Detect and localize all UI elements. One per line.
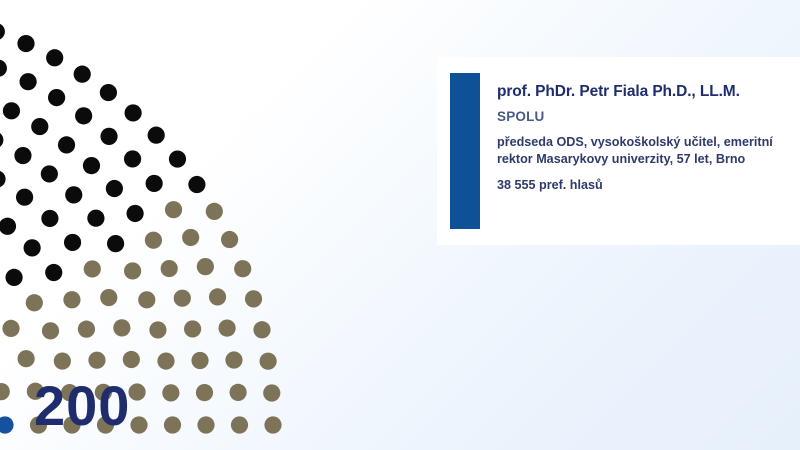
seat-dot[interactable]: [23, 239, 41, 257]
seat-dot[interactable]: [182, 228, 200, 247]
candidate-info-card[interactable]: prof. PhDr. Petr Fiala Ph.D., LL.M. SPOL…: [437, 57, 800, 245]
seat-dot[interactable]: [96, 416, 115, 434]
seat-dot[interactable]: [0, 59, 7, 77]
seat-dot[interactable]: [230, 416, 249, 434]
candidate-party-label: SPOLU: [497, 108, 545, 124]
seat-dot[interactable]: [94, 383, 112, 401]
seat-dot[interactable]: [253, 321, 271, 339]
candidate-description: předseda ODS, vysokoškolský učitel, emer…: [497, 134, 773, 166]
seat-dot[interactable]: [40, 165, 58, 183]
seat-dot[interactable]: [41, 209, 59, 228]
seat-dot[interactable]: [45, 263, 63, 282]
seat-dot[interactable]: [184, 320, 202, 338]
seat-dot[interactable]: [163, 416, 182, 434]
total-seats-number: 200: [34, 374, 131, 437]
seat-dot[interactable]: [41, 322, 60, 340]
seat-dot[interactable]: [147, 126, 165, 144]
seat-dot[interactable]: [263, 384, 281, 402]
seat-dot[interactable]: [234, 260, 252, 278]
seat-dot[interactable]: [0, 416, 14, 434]
seat-dot[interactable]: [264, 416, 282, 434]
seat-dot[interactable]: [188, 175, 206, 194]
seat-dot[interactable]: [0, 383, 10, 401]
seat-dot[interactable]: [124, 262, 142, 280]
seat-dot[interactable]: [46, 49, 64, 67]
seat-dot[interactable]: [63, 291, 81, 309]
seat-dot[interactable]: [26, 382, 44, 400]
seat-dot[interactable]: [218, 319, 236, 337]
seat-dot[interactable]: [100, 127, 118, 145]
seat-dot[interactable]: [57, 136, 76, 154]
seat-dot[interactable]: [160, 259, 178, 278]
candidate-card-text: prof. PhDr. Petr Fiala Ph.D., LL.M. SPOL…: [480, 73, 800, 193]
seat-dot[interactable]: [105, 179, 123, 198]
seat-dot[interactable]: [123, 150, 142, 168]
seat-dot[interactable]: [229, 383, 247, 401]
seat-dot[interactable]: [130, 416, 148, 434]
seat-dot[interactable]: [145, 174, 163, 193]
seat-dot[interactable]: [196, 258, 214, 276]
seat-dot[interactable]: [164, 201, 183, 219]
seat-dot[interactable]: [221, 230, 239, 249]
seat-dot[interactable]: [144, 231, 163, 249]
seat-dot[interactable]: [113, 319, 131, 337]
seat-dot[interactable]: [191, 351, 209, 370]
seat-dot[interactable]: [205, 202, 223, 220]
seat-dot[interactable]: [157, 352, 175, 370]
seat-dot[interactable]: [5, 268, 23, 286]
party-color-bar: [450, 73, 480, 229]
seat-dot[interactable]: [126, 204, 144, 223]
seat-dot[interactable]: [87, 209, 105, 227]
seat-dot[interactable]: [31, 117, 49, 136]
seat-dot[interactable]: [259, 352, 277, 370]
seat-dot[interactable]: [14, 146, 32, 165]
seat-dot[interactable]: [77, 320, 96, 338]
seat-dot[interactable]: [19, 73, 37, 91]
seat-dot[interactable]: [2, 319, 20, 337]
seat-dot[interactable]: [25, 294, 43, 312]
seat-dot[interactable]: [162, 384, 180, 402]
seat-dot[interactable]: [63, 233, 82, 252]
seat-dot[interactable]: [0, 131, 4, 148]
seat-dot[interactable]: [124, 104, 142, 122]
seat-dot[interactable]: [48, 88, 66, 107]
seat-dot[interactable]: [17, 34, 35, 53]
seat-dot[interactable]: [0, 170, 6, 188]
candidate-name: prof. PhDr. Petr Fiala Ph.D., LL.M.: [497, 83, 740, 100]
seat-dot[interactable]: [15, 188, 34, 206]
seat-dot[interactable]: [53, 352, 71, 370]
seat-dot[interactable]: [0, 217, 17, 235]
seat-dot[interactable]: [63, 416, 81, 434]
seat-dot[interactable]: [75, 107, 93, 125]
seat-dot[interactable]: [128, 383, 146, 401]
seat-dot[interactable]: [149, 321, 167, 339]
seat-dot[interactable]: [29, 416, 48, 434]
seat-dot[interactable]: [17, 350, 35, 368]
seat-dot[interactable]: [106, 235, 125, 253]
seat-dot[interactable]: [244, 290, 263, 308]
seat-dot[interactable]: [195, 384, 214, 402]
seat-dot[interactable]: [99, 83, 117, 102]
parliament-seat-chart: [0, 23, 282, 434]
seat-dot[interactable]: [138, 291, 156, 309]
seat-dot[interactable]: [225, 351, 243, 369]
seat-arc-svg: [0, 23, 282, 434]
seat-dot[interactable]: [2, 102, 21, 120]
seat-dot[interactable]: [60, 384, 79, 402]
seat-dot[interactable]: [82, 157, 101, 175]
seat-dot[interactable]: [168, 150, 187, 168]
seat-dot[interactable]: [197, 416, 215, 434]
seat-dot[interactable]: [100, 288, 118, 307]
seat-dot[interactable]: [73, 65, 91, 83]
seat-dot[interactable]: [173, 289, 191, 307]
seat-dot[interactable]: [88, 351, 106, 369]
seat-dot[interactable]: [83, 260, 101, 278]
seat-dot[interactable]: [208, 288, 227, 306]
seat-dot[interactable]: [65, 186, 83, 204]
seat-dot[interactable]: [122, 350, 140, 369]
candidate-preferential-votes: 38 555 pref. hlasů: [497, 178, 603, 193]
seat-dot[interactable]: [0, 23, 5, 40]
